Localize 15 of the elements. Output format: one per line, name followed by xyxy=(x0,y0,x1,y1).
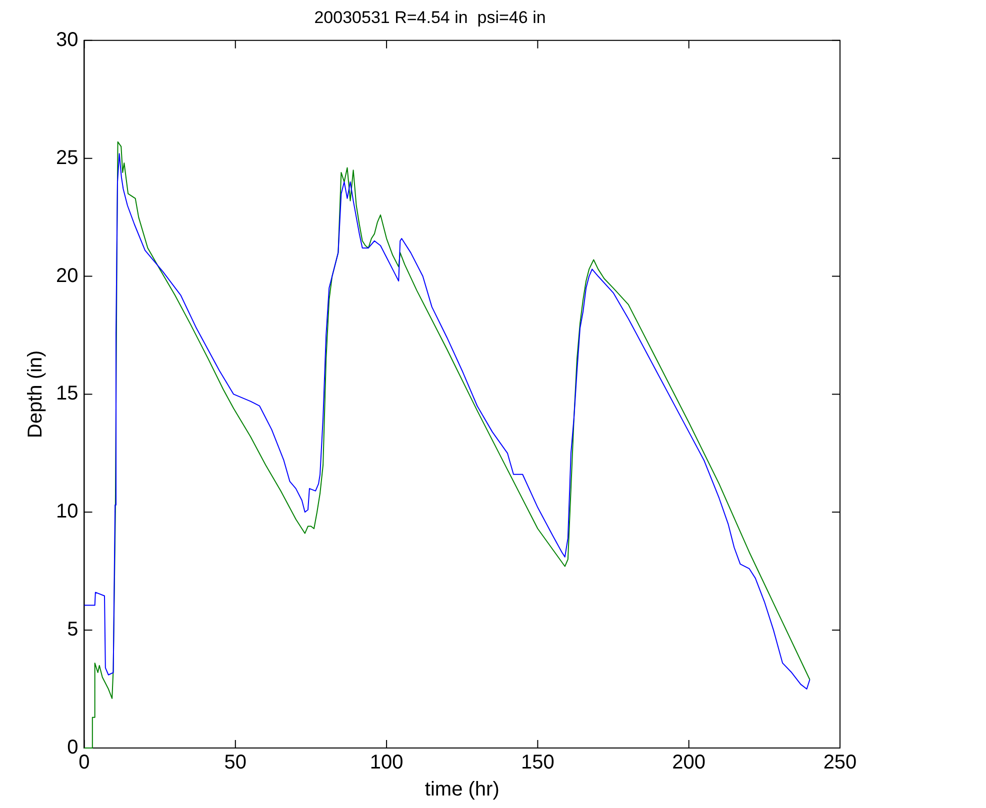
y-tick-label: 5 xyxy=(67,618,78,641)
y-tick-label: 25 xyxy=(56,146,78,169)
y-tick-label: 20 xyxy=(56,264,78,287)
y-tick-label: 0 xyxy=(67,736,78,759)
x-tick-label: 50 xyxy=(224,752,247,774)
x-tick-label: 150 xyxy=(521,752,554,774)
x-axis-title: time (hr) xyxy=(424,778,500,801)
y-tick-label: 30 xyxy=(56,28,78,51)
x-tick-label: 100 xyxy=(370,752,404,774)
y-axis-title: Depth (in) xyxy=(24,350,47,438)
y-tick-label: 15 xyxy=(56,382,78,405)
x-tick-label: 200 xyxy=(672,752,706,774)
x-tick-label: 250 xyxy=(823,752,857,774)
chart-title: 20030531 R=4.54 in psi=46 in xyxy=(314,8,546,27)
y-tick-label: 10 xyxy=(56,500,78,523)
